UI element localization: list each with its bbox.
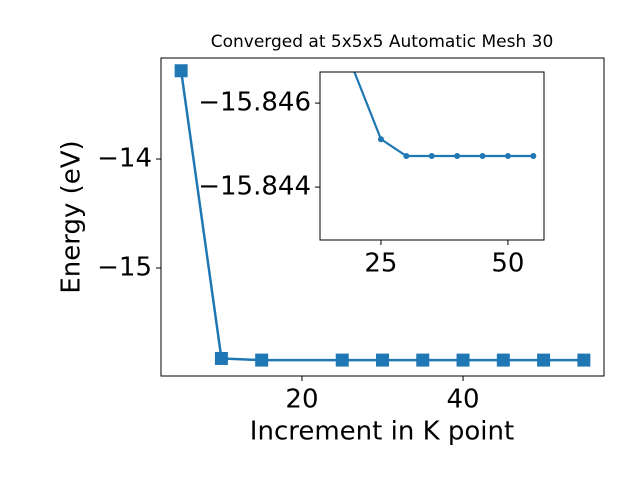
plot-area xyxy=(174,64,591,367)
data-point xyxy=(174,64,188,78)
y-tick-label: −15.846 xyxy=(198,88,311,118)
x-tick-label: 50 xyxy=(491,249,524,279)
chart-title: Converged at 5x5x5 Automatic Mesh 30 xyxy=(211,32,554,52)
y-tick-label: −14 xyxy=(97,144,152,174)
data-point xyxy=(376,353,389,367)
data-point xyxy=(255,353,269,367)
data-line xyxy=(179,70,584,362)
data-point xyxy=(454,153,461,159)
y-tick-label: −15 xyxy=(97,253,152,283)
data-point xyxy=(577,353,591,367)
plot-area xyxy=(353,72,537,159)
data-point xyxy=(416,353,430,367)
data-point xyxy=(428,153,435,159)
data-point xyxy=(504,153,511,159)
axes-frame xyxy=(160,57,605,377)
x-axis-label: Increment in K point xyxy=(250,417,514,447)
axes-frame xyxy=(319,71,545,241)
data-point xyxy=(403,153,410,159)
data-point xyxy=(335,353,349,367)
x-tick-label: 25 xyxy=(364,249,397,279)
data-point xyxy=(496,353,510,367)
data-point xyxy=(479,153,486,159)
data-line xyxy=(353,72,534,158)
data-point xyxy=(537,353,551,367)
x-tick-label: 40 xyxy=(446,385,479,415)
data-point xyxy=(214,351,228,365)
data-point xyxy=(456,353,470,367)
data-point xyxy=(530,153,537,159)
x-tick-label: 20 xyxy=(285,385,318,415)
y-tick-label: −15.844 xyxy=(198,172,311,202)
y-axis-label: Energy (eV) xyxy=(57,140,87,293)
data-point xyxy=(377,136,384,143)
